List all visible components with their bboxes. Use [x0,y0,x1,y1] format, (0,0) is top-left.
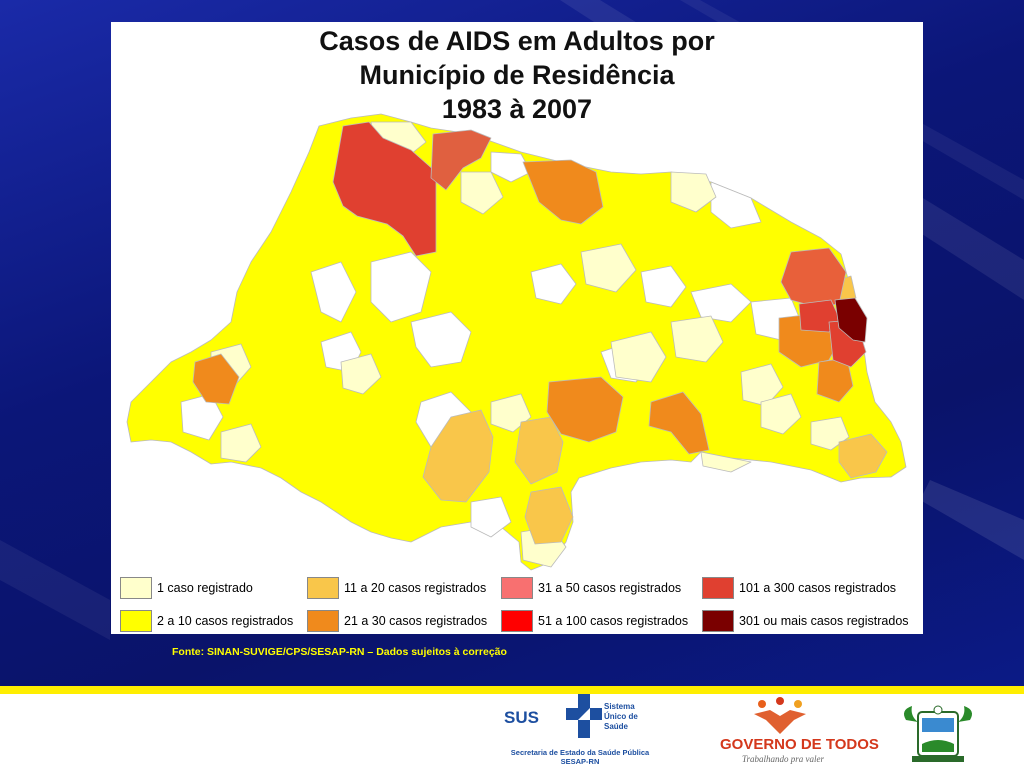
legend-label: 101 a 300 casos registrados [739,581,897,595]
sus-line-3: Saúde [604,722,629,731]
sus-secretaria-name: Secretaria de Estado da Saúde Pública [510,748,650,757]
sus-line-1: Sistema [604,702,635,711]
sus-secretaria: Secretaria de Estado da Saúde Pública SE… [500,748,660,766]
footer-bar: SUS Sistema Único de Saúde Secretaria de… [0,694,1024,768]
legend-swatch [702,577,734,599]
legend-label: 11 a 20 casos registrados [344,581,487,595]
governo-people-icon [754,697,806,734]
sus-acronym: SESAP-RN [560,757,600,766]
legend-label: 1 caso registrado [157,581,253,595]
governo-label: GOVERNO DE TODOS [720,736,879,753]
coat-of-arms-icon [904,705,972,762]
sus-name: Sistema Único de Saúde [604,702,638,732]
legend-label: 301 ou mais casos registrados [739,614,909,628]
legend-swatch [501,577,533,599]
sus-line-2: Único de [604,712,638,721]
legend-swatch [120,610,152,632]
yellow-stripe [0,686,1024,694]
sus-cross-icon [566,694,602,738]
legend-swatch [307,577,339,599]
title-line-1: Casos de AIDS em Adultos por [319,26,715,56]
source-note: Fonte: SINAN-SUVIGE/CPS/SESAP-RN – Dados… [172,646,507,658]
legend-label: 2 a 10 casos registrados [157,614,294,628]
legend-swatch [501,610,533,632]
legend-label: 31 a 50 casos registrados [538,581,682,595]
legend-swatch [307,610,339,632]
legend-swatch [702,610,734,632]
sus-label: SUS [504,708,539,727]
map-panel: Casos de AIDS em Adultos por Município d… [111,22,923,634]
legend-swatch [120,577,152,599]
title-line-3: 1983 à 2007 [441,94,593,124]
legend-label: 21 a 30 casos registrados [344,614,488,628]
choropleth-map [126,113,907,571]
governo-slogan: Trabalhando pra valer [742,754,825,764]
title-line-2: Município de Residência [359,60,675,90]
sus-logo: SUS [500,694,660,768]
legend-label: 51 a 100 casos registrados [538,614,689,628]
